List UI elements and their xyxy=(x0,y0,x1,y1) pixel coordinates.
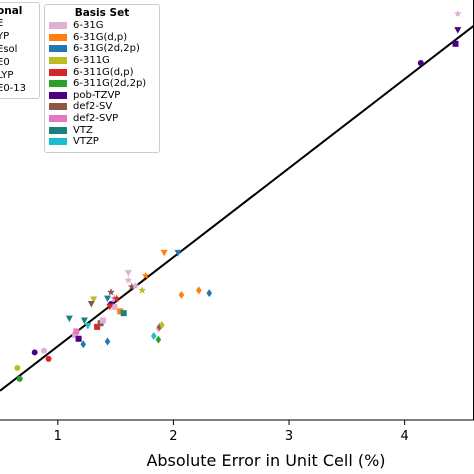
data-point xyxy=(156,322,163,331)
data-point xyxy=(99,317,106,324)
data-point xyxy=(73,328,80,335)
basis-set-legend-item: 6-31G(2d,2p) xyxy=(49,43,155,55)
basis-set-legend-label: VTZP xyxy=(73,136,99,148)
data-point xyxy=(87,301,95,308)
functional-legend-item: E0-13 xyxy=(0,82,39,95)
basis-set-legend-title: Basis Set xyxy=(74,7,130,19)
data-point xyxy=(107,288,115,296)
data-point xyxy=(417,60,424,66)
data-point xyxy=(104,337,111,346)
functional-legend-label: E0 xyxy=(0,57,10,68)
data-point xyxy=(16,375,23,382)
data-point xyxy=(138,286,146,294)
data-point xyxy=(120,310,127,317)
functional-legend-item: E xyxy=(0,17,39,30)
legend-swatch xyxy=(49,91,67,99)
functional-legend-title: onal xyxy=(0,5,23,17)
basis-set-legend-label: def2-SV xyxy=(73,101,113,113)
data-point xyxy=(84,322,92,330)
data-point xyxy=(31,349,38,356)
data-point xyxy=(160,249,168,257)
basis-set-legend-item: 6-311G(d,p) xyxy=(49,66,155,78)
legend-swatch xyxy=(49,103,67,111)
functional-legend-label: E0-13 xyxy=(0,83,27,94)
data-point xyxy=(40,347,47,354)
data-point xyxy=(124,276,133,284)
basis-set-legend-label: VTZ xyxy=(73,124,93,136)
functional-legend-item: YP xyxy=(0,30,39,43)
legend-swatch xyxy=(49,80,67,88)
data-point xyxy=(65,315,73,323)
data-point xyxy=(141,271,150,279)
data-point xyxy=(106,303,114,311)
x-tick-label: 2 xyxy=(169,429,177,444)
data-point xyxy=(454,9,462,17)
basis-set-legend-label: 6-311G(d,p) xyxy=(73,66,134,78)
functional-legend-item: Esol xyxy=(0,43,39,56)
data-point xyxy=(131,281,140,290)
legend-swatch xyxy=(49,115,67,123)
basis-set-legend-label: def2-SVP xyxy=(73,113,119,125)
legend-swatch xyxy=(49,126,67,134)
basis-set-legend-item: 6-31G(d,p) xyxy=(49,32,155,44)
basis-set-legend-item: 6-31G xyxy=(49,20,155,32)
data-point xyxy=(196,286,202,295)
basis-set-legend-item: VTZ xyxy=(49,124,155,136)
basis-set-legend-label: 6-31G xyxy=(73,20,104,32)
data-point xyxy=(174,249,182,257)
x-tick-label: 1 xyxy=(54,429,62,444)
functional-legend-label: E xyxy=(0,18,4,29)
legend-swatch xyxy=(49,57,67,65)
legend-swatch xyxy=(49,68,67,76)
data-point xyxy=(124,270,132,277)
basis-set-legend: Basis Set 6-31G 6-31G(d,p) 6-31G(2d,2p) 6-3… xyxy=(44,4,160,153)
basis-set-legend-label: 6-311G xyxy=(73,55,110,67)
plot-area xyxy=(0,9,474,392)
data-point xyxy=(206,289,213,298)
functional-legend-label: LYP xyxy=(0,70,14,81)
functional-legend-item: E0 xyxy=(0,56,39,69)
data-point xyxy=(80,340,87,349)
legend-swatch xyxy=(49,33,67,41)
data-point xyxy=(112,294,121,302)
data-point xyxy=(178,290,185,299)
basis-set-legend-item: def2-SVP xyxy=(49,113,155,125)
data-point xyxy=(104,295,112,303)
basis-set-legend-item: pob-TZVP xyxy=(49,90,155,102)
legend-swatch xyxy=(49,138,67,146)
data-point xyxy=(452,40,459,47)
data-point xyxy=(75,335,82,342)
data-point xyxy=(111,303,118,310)
data-point xyxy=(45,355,52,362)
basis-set-legend-label: 6-31G(2d,2p) xyxy=(73,43,140,55)
functional-legend-label: Esol xyxy=(0,44,18,55)
data-point xyxy=(14,364,21,371)
data-point xyxy=(90,296,98,303)
data-point xyxy=(94,323,101,330)
legend-swatch xyxy=(49,22,67,30)
functional-legend-item: LYP xyxy=(0,69,39,82)
basis-set-legend-item: 6-311G(2d,2p) xyxy=(49,78,155,90)
data-point xyxy=(150,332,157,340)
data-point xyxy=(454,27,462,34)
data-point xyxy=(155,335,162,344)
x-tick-label: 3 xyxy=(285,429,293,444)
data-point xyxy=(80,317,88,324)
x-tick-label: 4 xyxy=(400,429,408,444)
basis-set-legend-label: 6-311G(2d,2p) xyxy=(73,78,147,90)
functional-legend-label: YP xyxy=(0,31,10,42)
basis-set-legend-item: 6-311G xyxy=(49,55,155,67)
basis-set-legend-label: 6-31G(d,p) xyxy=(73,31,128,43)
data-point xyxy=(117,308,124,315)
data-point xyxy=(72,332,79,339)
data-point xyxy=(159,321,165,330)
x-axis-label: Absolute Error in Unit Cell (%) xyxy=(146,451,385,470)
legend-swatch xyxy=(49,45,67,53)
basis-set-legend-label: pob-TZVP xyxy=(73,89,121,101)
functional-legend: onal E YP Esol E0 LYP E0-13 xyxy=(0,2,40,99)
basis-set-legend-item: VTZP xyxy=(49,136,155,148)
basis-set-legend-item: def2-SV xyxy=(49,101,155,113)
